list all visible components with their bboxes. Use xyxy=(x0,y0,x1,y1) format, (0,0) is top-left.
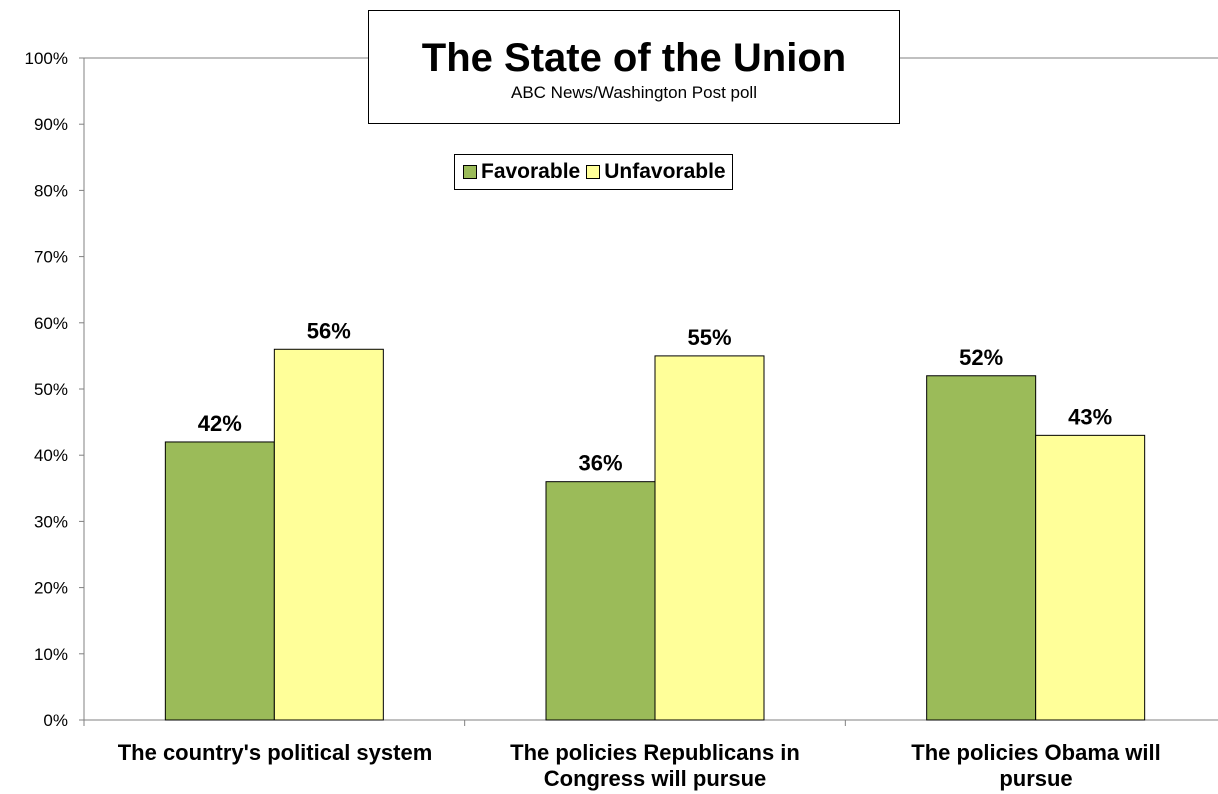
x-axis-ticks xyxy=(83,720,846,726)
bar-favorable-2 xyxy=(545,481,656,721)
value-labels-group: 42% 56% 36% 55% 52% 43% xyxy=(198,318,1112,475)
value-label-unfavorable-3: 43% xyxy=(1068,404,1112,429)
legend-swatch-favorable xyxy=(463,165,477,179)
y-tick-label: 20% xyxy=(34,579,68,598)
legend-item-unfavorable: Unfavorable xyxy=(586,160,726,184)
legend-label-unfavorable: Unfavorable xyxy=(604,160,726,183)
y-tick-label: 100% xyxy=(25,49,68,68)
bar-favorable-1 xyxy=(164,441,275,721)
chart-title: The State of the Union xyxy=(421,36,847,80)
y-tick-label: 60% xyxy=(34,314,68,333)
x-category-line: The policies Obama will xyxy=(911,740,1161,765)
value-label-favorable-1: 42% xyxy=(198,411,242,436)
y-tick-label: 40% xyxy=(34,446,68,465)
legend-label-favorable: Favorable xyxy=(481,160,581,183)
value-label-unfavorable-1: 56% xyxy=(307,318,351,343)
y-tick-label: 30% xyxy=(34,512,68,531)
x-category-label-republican-policies: The policies Republicans in Congress wil… xyxy=(465,740,845,792)
y-tick-label: 50% xyxy=(34,380,68,399)
chart-title-box: The State of the Union ABC News/Washingt… xyxy=(368,10,900,124)
x-category-label-political-system: The country's political system xyxy=(85,740,465,766)
y-tick-label: 0% xyxy=(43,711,68,730)
value-label-favorable-2: 36% xyxy=(578,451,622,476)
value-label-favorable-3: 52% xyxy=(959,345,1003,370)
x-category-label-obama-policies: The policies Obama will pursue xyxy=(846,740,1218,792)
bar-favorable-3 xyxy=(926,375,1037,721)
y-axis-ticks: 0% 10% 20% 30% 40% 50% 60% 70% 80% 90% 100% xyxy=(25,49,84,730)
y-tick-label: 10% xyxy=(34,645,68,664)
bars-group xyxy=(164,348,1146,721)
legend-swatch-unfavorable xyxy=(586,165,601,179)
bar-unfavorable-3 xyxy=(1035,434,1146,721)
bar-unfavorable-1 xyxy=(273,348,384,721)
legend-item-favorable: Favorable xyxy=(463,160,580,184)
value-label-unfavorable-2: 55% xyxy=(687,325,731,350)
y-tick-label: 80% xyxy=(34,181,68,200)
x-category-line: The policies Republicans in xyxy=(510,740,800,765)
x-category-line: pursue xyxy=(999,766,1073,791)
y-tick-label: 90% xyxy=(34,115,68,134)
chart-legend: Favorable Unfavorable xyxy=(454,154,733,190)
y-tick-label: 70% xyxy=(34,248,68,267)
bar-unfavorable-2 xyxy=(654,355,765,721)
x-category-line: Congress will pursue xyxy=(543,766,767,791)
chart-subtitle: ABC News/Washington Post poll xyxy=(511,83,757,102)
x-category-line: The country's political system xyxy=(117,740,433,765)
